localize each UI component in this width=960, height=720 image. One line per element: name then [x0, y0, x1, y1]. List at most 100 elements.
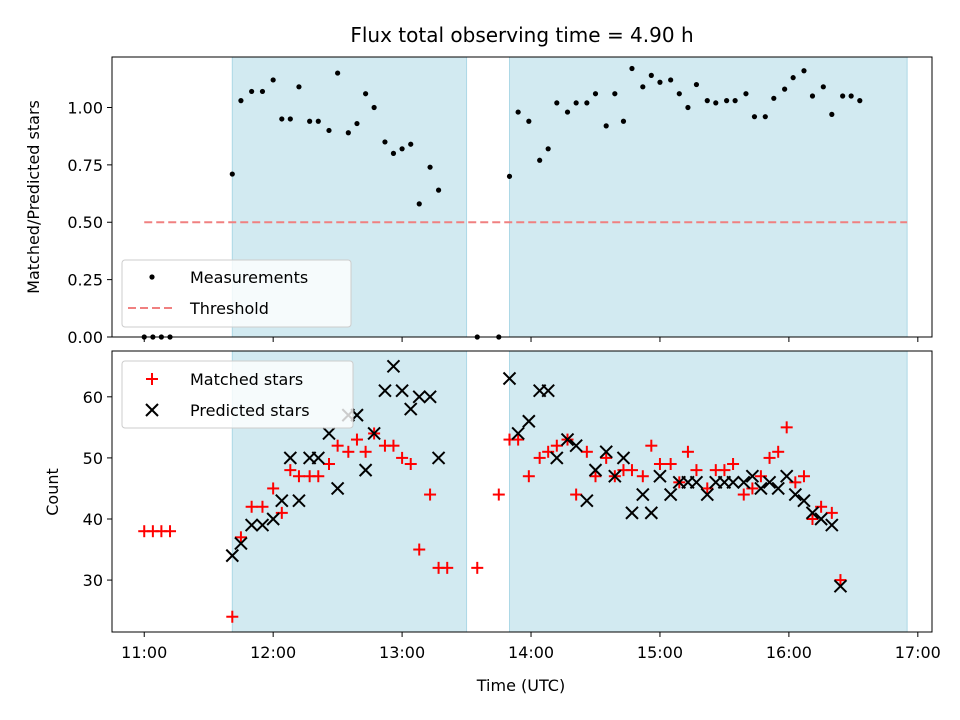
measurement-point — [315, 118, 321, 124]
predicted-star-point — [797, 493, 811, 508]
matched-star-point — [625, 464, 638, 477]
measurement-points — [141, 65, 863, 340]
predicted-star-point — [625, 506, 639, 520]
predicted-star-point — [266, 512, 280, 526]
legend-marker-predicted — [145, 403, 159, 417]
predicted-star-point — [754, 481, 768, 496]
y-tick-label: 0.25 — [67, 271, 103, 290]
matched-star-point — [772, 445, 785, 458]
measurement-point — [363, 91, 369, 97]
measurement-point — [693, 81, 700, 88]
predicted-star-point — [814, 512, 828, 526]
matched-star-point — [350, 433, 363, 446]
measurement-point — [506, 173, 513, 179]
matched-star-point — [580, 445, 593, 458]
measurement-point — [427, 164, 433, 170]
matched-star-point — [815, 500, 828, 513]
measurement-point — [259, 88, 266, 95]
y-tick-label: 0.50 — [67, 213, 103, 232]
ratio-panel: 0.00 0.25 0.50 0.75 1.00 Matched/Predicted s… — [24, 56, 933, 347]
predicted-star-point — [367, 426, 381, 441]
predicted-star-point — [788, 487, 803, 502]
y-tick-label: 30 — [83, 571, 103, 590]
predicted-star-point — [378, 383, 392, 398]
ratio-axes-frame — [111, 56, 933, 338]
x-tick-label: 14:00 — [508, 643, 554, 662]
measurement-point — [790, 75, 796, 81]
measurement-point — [771, 95, 777, 101]
measurement-point — [762, 114, 768, 120]
x-tick-label: 15:00 — [637, 643, 683, 662]
predicted-star-point — [502, 371, 517, 386]
measurement-point — [354, 120, 360, 127]
matched-star-point — [404, 458, 417, 471]
legend-marker-matched — [146, 373, 158, 385]
matched-star-point — [636, 470, 649, 483]
measurement-point — [612, 91, 618, 97]
counts-panel: 11:00 12:00 13:00 14:00 15:00 16:00 17:00 30 40 5… — [43, 350, 941, 695]
measurement-point — [399, 146, 405, 152]
measurement-point — [620, 118, 627, 124]
matched-star-point — [331, 439, 344, 452]
matched-star-point — [780, 421, 793, 434]
predicted-star-point — [771, 481, 785, 496]
predicted-star-point — [431, 451, 446, 465]
matched-star-point — [312, 470, 325, 483]
measurement-point — [435, 187, 442, 193]
y-tick-label: 60 — [83, 388, 103, 407]
measurement-point — [782, 86, 788, 92]
counts-legend-box — [121, 360, 354, 429]
matched-star-point — [522, 470, 535, 483]
measurement-point — [554, 100, 560, 106]
matched-star-point — [664, 458, 677, 471]
measurement-point — [416, 201, 422, 207]
measurement-point — [840, 93, 846, 99]
matched-star-point — [600, 451, 613, 464]
matched-star-point — [342, 445, 355, 458]
predicted-star-point — [423, 390, 437, 404]
observing-windows — [231, 56, 908, 338]
predicted-star-point — [511, 426, 525, 441]
matched-star-point — [512, 433, 525, 446]
predicted-star-point — [762, 475, 777, 490]
measurement-point — [390, 150, 397, 156]
matched-star-point — [681, 445, 694, 458]
measurement-point — [629, 65, 635, 72]
measurement-point — [603, 123, 609, 129]
measurement-point — [857, 98, 863, 104]
measurement-point — [515, 109, 521, 115]
predicted-star-point — [636, 487, 650, 502]
predicted-star-point — [330, 481, 345, 496]
legend-label-threshold: Threshold — [189, 299, 269, 318]
measurement-point — [564, 109, 571, 115]
matched-star-point — [533, 451, 546, 464]
measurement-point — [801, 68, 807, 74]
measurement-point — [751, 114, 758, 120]
counts-y-axis-label: Count — [43, 468, 62, 516]
matched-star-point — [653, 458, 666, 471]
predicted-star-point — [745, 469, 760, 483]
matched-star-point — [737, 488, 750, 501]
matched-star-point — [542, 445, 555, 458]
ratio-y-axis-label: Matched/Predicted stars — [24, 100, 43, 294]
measurement-point — [743, 91, 749, 97]
measurement-point — [335, 70, 341, 76]
x-tick-label: 11:00 — [121, 643, 167, 662]
predicted-star-point — [395, 383, 409, 398]
predicted-star-point — [653, 469, 667, 483]
matched-star-point — [424, 488, 437, 501]
matched-star-point — [245, 500, 258, 513]
legend-label-matched: Matched stars — [190, 370, 303, 389]
matched-star-point — [396, 451, 409, 464]
measurement-point — [820, 84, 826, 90]
y-tick-label: 1.00 — [67, 98, 103, 117]
measurement-point — [371, 104, 377, 111]
measurement-point — [382, 139, 388, 145]
measurement-point — [287, 116, 293, 122]
predicted-star-point — [644, 506, 659, 520]
matched-star-point — [164, 525, 177, 538]
measurement-point — [408, 141, 414, 147]
matched-star-point — [797, 470, 810, 483]
matched-star-point — [727, 458, 740, 471]
